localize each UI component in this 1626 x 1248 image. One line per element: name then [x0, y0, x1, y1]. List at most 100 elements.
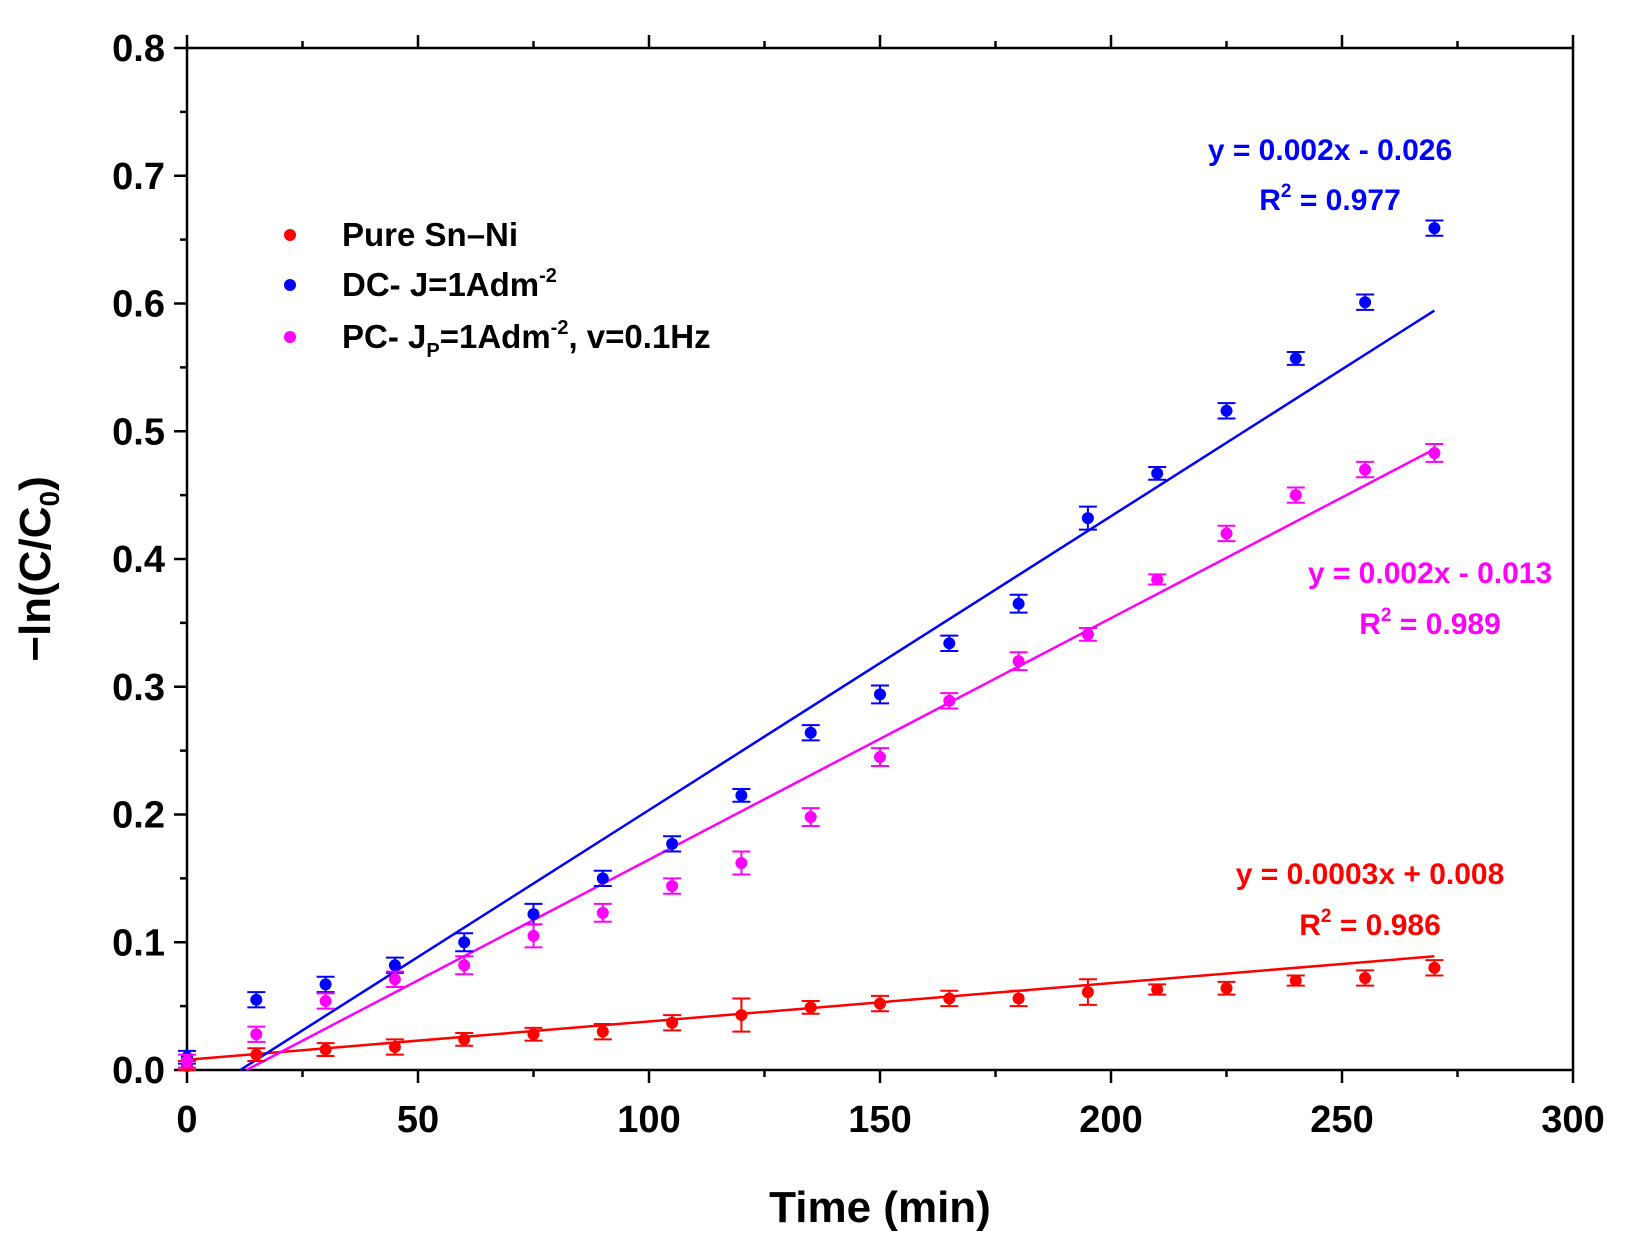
data-point	[804, 811, 817, 824]
fit-r2-1: R2 = 0.977	[1259, 181, 1401, 217]
legend-label-0: Pure Sn–Ni	[342, 216, 518, 253]
data-point	[1359, 463, 1372, 476]
fit-line-series-2	[245, 448, 1435, 1072]
data-point	[943, 992, 956, 1005]
series-1-points	[178, 219, 1444, 1065]
r2-value: = 0.977	[1291, 184, 1400, 217]
legend-text-part: PC- J	[342, 318, 426, 355]
y-axis-title: −ln(C/C0)	[11, 476, 65, 661]
data-point	[735, 1009, 748, 1022]
x-tick-label: 100	[617, 1099, 680, 1141]
legend-text-part: DC- J=1Adm	[342, 266, 539, 303]
data-point	[1081, 628, 1094, 641]
data-point	[527, 1028, 540, 1041]
data-point	[1428, 961, 1441, 974]
data-point	[388, 1041, 401, 1054]
r2-value: = 0.989	[1391, 608, 1500, 641]
data-point	[874, 751, 886, 764]
data-point	[735, 857, 748, 870]
legend-marker-2	[284, 331, 296, 343]
data-point	[1428, 446, 1441, 459]
data-point	[1012, 655, 1025, 668]
data-point	[666, 1016, 679, 1029]
fit-equation-2: y = 0.002x - 0.013	[1308, 557, 1552, 590]
legend-label-1: DC- J=1Adm-2	[342, 265, 557, 303]
data-point	[319, 995, 332, 1008]
r2-symbol: R	[1359, 608, 1381, 641]
fit-lines	[186, 309, 1436, 1072]
fit-equation-1: y = 0.002x - 0.026	[1208, 134, 1452, 167]
fit-r2-2: R2 = 0.989	[1359, 605, 1501, 641]
y-tick-label: 0.3	[112, 667, 165, 709]
x-tick-label: 200	[1079, 1099, 1142, 1141]
x-axis-title: Time (min)	[769, 1183, 991, 1232]
y-tick-label: 0.7	[112, 156, 165, 198]
data-point	[458, 1033, 471, 1046]
data-point	[388, 959, 401, 972]
r2-symbol: R	[1299, 909, 1321, 942]
data-point	[804, 726, 817, 739]
series-0-points	[178, 959, 1444, 1073]
legend-text-part: , v=0.1Hz	[568, 318, 710, 355]
x-tick-label: 250	[1310, 1099, 1373, 1141]
y-tick-label: 0.6	[112, 284, 165, 326]
y-tick-label: 0.1	[112, 922, 165, 964]
data-point	[388, 973, 401, 986]
data-point	[874, 997, 886, 1010]
series-2-points	[178, 443, 1444, 1069]
data-point	[596, 906, 609, 919]
data-point	[1289, 974, 1302, 987]
data-point	[666, 880, 679, 893]
x-tick-label: 50	[397, 1099, 439, 1141]
legend-text-part: =1Adm	[440, 318, 551, 355]
r2-superscript: 2	[1281, 181, 1292, 202]
data-point	[458, 959, 471, 972]
data-point	[1220, 404, 1233, 417]
legend-superscript: -2	[539, 265, 557, 287]
data-point	[804, 1001, 817, 1014]
y-tick-label: 0.5	[112, 411, 165, 453]
data-point	[1220, 982, 1233, 995]
y-tick-label: 0.2	[112, 795, 165, 837]
r2-superscript: 2	[1321, 906, 1332, 927]
legend-superscript: -2	[551, 317, 569, 339]
fit-r2-0: R2 = 0.986	[1299, 906, 1441, 942]
data-point	[735, 789, 748, 802]
x-tick-label: 0	[176, 1099, 197, 1141]
data-point	[250, 1028, 263, 1041]
data-point	[596, 872, 609, 885]
data-points	[178, 219, 1444, 1073]
data-point	[250, 1048, 263, 1061]
y-tick-label: 0.0	[112, 1050, 165, 1092]
legend-label-2: PC- JP=1Adm-2, v=0.1Hz	[342, 317, 711, 362]
data-point	[181, 1055, 193, 1068]
data-point	[1081, 512, 1094, 525]
axes: 0 50 100 150 200 250 300 0.0 0.1 0.2 0.3 0.4 0.5 0.6 0…	[11, 28, 1605, 1232]
r2-symbol: R	[1259, 184, 1281, 217]
data-point	[1151, 573, 1164, 586]
r2-value: = 0.986	[1331, 909, 1440, 942]
data-point	[943, 694, 956, 707]
data-point	[943, 637, 956, 650]
data-point	[596, 1025, 609, 1038]
data-point	[1359, 296, 1372, 309]
r2-superscript: 2	[1381, 605, 1392, 626]
data-point	[527, 908, 540, 921]
data-point	[1289, 352, 1302, 365]
data-point	[666, 837, 679, 850]
y-axis-title-main: −ln(C/C	[11, 507, 60, 662]
x-tick-label: 300	[1541, 1099, 1604, 1141]
legend-marker-0	[284, 229, 296, 241]
data-point	[1359, 972, 1372, 985]
legend-text-part: Pure Sn–Ni	[342, 216, 518, 253]
data-point	[1428, 222, 1441, 235]
legend-marker-1	[284, 279, 296, 291]
data-point	[1151, 983, 1164, 996]
y-axis-title-subscript: 0	[34, 491, 65, 507]
data-point	[874, 688, 886, 701]
data-point	[1012, 992, 1025, 1005]
data-point	[458, 936, 471, 949]
